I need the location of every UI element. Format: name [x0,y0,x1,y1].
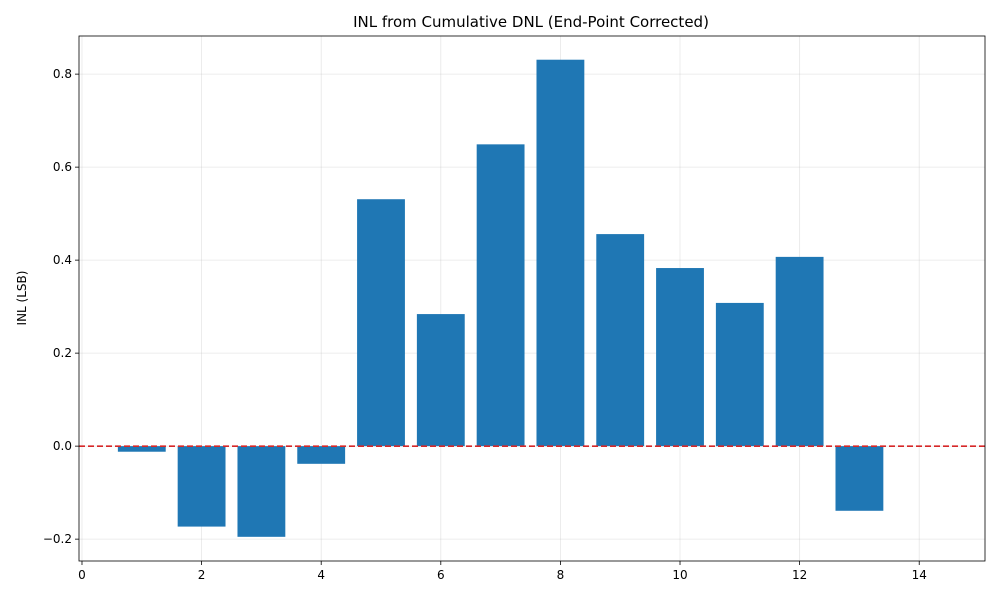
bar-code-9 [596,234,645,447]
bar-code-4 [297,446,346,464]
chart-title: INL from Cumulative DNL (End-Point Corre… [353,13,709,31]
x-tick-label: 4 [317,568,325,582]
axis-ticks: 0 2 4 6 8 10 12 14 −0.2 0.0 0.2 0.4 0.6 0.8 [43,67,927,582]
bar-code-8 [536,59,585,447]
bar-code-6 [416,314,465,447]
y-tick-label: −0.2 [43,532,72,546]
bar-code-7 [476,144,525,447]
y-tick-label: 0.6 [53,160,72,174]
y-tick-label: 0.4 [53,253,72,267]
bar-code-3 [237,446,286,537]
x-tick-label: 2 [198,568,206,582]
bar-code-12 [775,256,824,447]
bar-code-11 [715,302,764,447]
bar-code-2 [177,446,226,527]
y-axis-label: INL (LSB) [15,271,29,326]
y-tick-label: 0.0 [53,439,72,453]
plot-frame [78,35,986,562]
y-tick-label: 0.8 [53,67,72,81]
x-tick-label: 12 [792,568,807,582]
bar-code-1 [117,446,166,452]
bar-code-5 [357,199,405,447]
x-tick-label: 14 [912,568,927,582]
x-tick-label: 0 [78,568,86,582]
x-tick-label: 10 [672,568,687,582]
bar-code-10 [656,268,704,447]
bars [117,59,884,537]
x-tick-label: 6 [437,568,445,582]
x-tick-label: 8 [557,568,565,582]
y-tick-label: 0.2 [53,346,72,360]
bar-code-13 [835,446,884,511]
